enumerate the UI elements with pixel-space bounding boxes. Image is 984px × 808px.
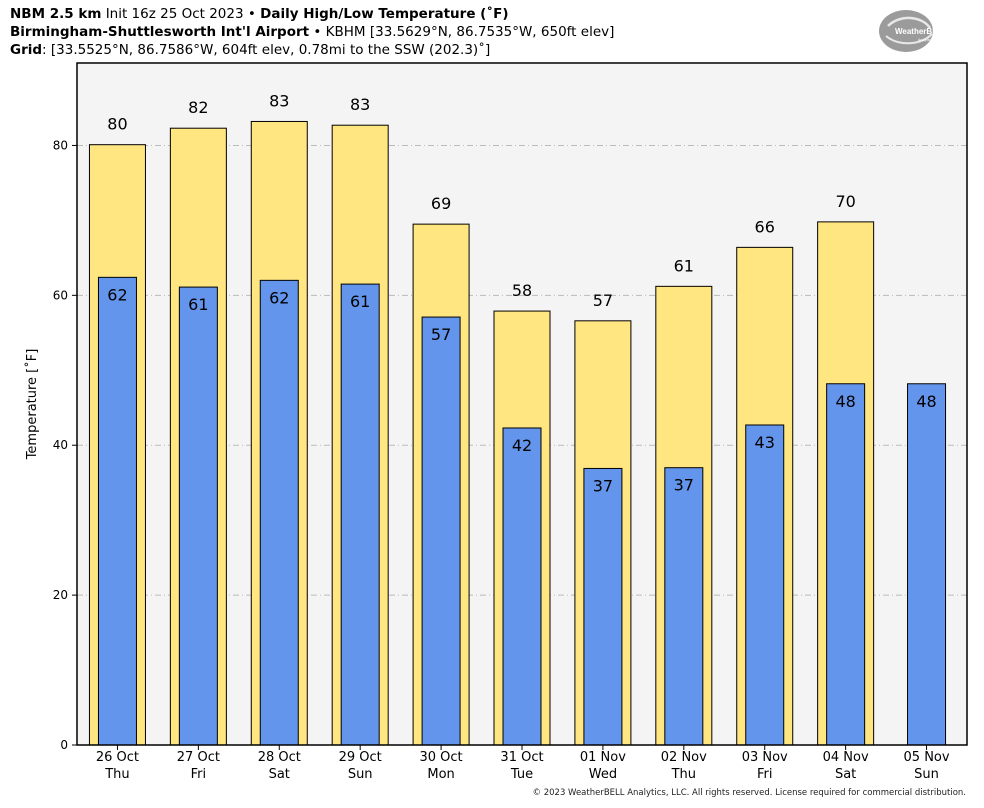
y-tick-label: 40	[53, 438, 68, 452]
high-temp-label: 83	[350, 95, 370, 114]
product-title: Daily High/Low Temperature (˚F)	[260, 6, 509, 22]
high-temp-label: 69	[431, 194, 451, 213]
x-tick-weekday-label: Fri	[191, 767, 207, 782]
x-tick-date-label: 27 Oct	[177, 750, 220, 765]
low-temp-bar	[502, 427, 542, 746]
station-details: KBHM [33.5629°N, 86.7535°W, 650ft elev]	[325, 24, 615, 40]
low-temp-label: 37	[593, 476, 613, 495]
header-line-2: Birmingham-Shuttlesworth Int'l Airport •…	[10, 23, 614, 41]
low-temp-label: 42	[512, 436, 532, 455]
x-tick-date-label: 05 Nov	[904, 750, 950, 765]
plot-frame	[76, 62, 968, 746]
y-tick-label: 0	[60, 738, 68, 752]
x-tick-date-label: 31 Oct	[500, 750, 543, 765]
high-temp-label: 80	[107, 115, 127, 134]
x-tick-weekday-label: Sun	[348, 767, 373, 782]
x-tick-date-label: 03 Nov	[742, 750, 788, 765]
high-temp-label: 57	[593, 291, 613, 310]
high-temp-label: 83	[269, 91, 289, 110]
x-tick-date-label: 28 Oct	[258, 750, 301, 765]
low-temp-bar	[97, 276, 137, 746]
y-tick-label: 60	[53, 288, 68, 302]
y-tick-label: 80	[53, 138, 68, 152]
x-tick-weekday-label: Sat	[269, 767, 290, 782]
station-name: Birmingham-Shuttlesworth Int'l Airport	[10, 24, 310, 40]
x-tick-weekday-label: Tue	[510, 767, 533, 782]
low-temp-bar	[583, 467, 623, 746]
low-temp-bar	[421, 316, 461, 746]
low-temp-label: 57	[431, 325, 451, 344]
low-temp-bar	[340, 283, 380, 746]
y-tick-label: 20	[53, 588, 68, 602]
x-tick-weekday-label: Thu	[104, 767, 129, 782]
copyright-notice: © 2023 WeatherBELL Analytics, LLC. All r…	[532, 788, 966, 798]
high-temp-label: 58	[512, 281, 532, 300]
separator: •	[243, 6, 261, 22]
low-temp-bar	[907, 383, 947, 746]
x-tick-weekday-label: Thu	[671, 767, 696, 782]
x-tick-date-label: 30 Oct	[420, 750, 463, 765]
low-temp-label: 61	[350, 292, 370, 311]
header-line-1: NBM 2.5 km Init 16z 25 Oct 2023 • Daily …	[10, 5, 509, 23]
low-temp-label: 43	[755, 433, 775, 452]
x-tick-date-label: 02 Nov	[661, 750, 707, 765]
x-tick-date-label: 26 Oct	[96, 750, 139, 765]
model-name: NBM 2.5 km	[10, 6, 102, 22]
low-temp-bar	[664, 467, 704, 746]
low-temp-label: 37	[674, 476, 694, 495]
low-temp-bar	[259, 279, 299, 746]
low-temp-label: 61	[188, 295, 208, 314]
weatherbell-logo: WeatherBELL Analytics LLC	[879, 10, 940, 52]
x-tick-date-label: 01 Nov	[580, 750, 626, 765]
high-temp-label: 70	[835, 192, 855, 211]
high-temp-label: 66	[755, 217, 775, 236]
init-time: Init 16z 25 Oct 2023	[105, 6, 244, 22]
x-tick-date-label: 29 Oct	[339, 750, 382, 765]
low-temp-bar	[745, 424, 785, 746]
low-temp-bar	[826, 383, 866, 746]
x-tick-weekday-label: Sat	[835, 767, 856, 782]
header-line-3: Grid: [33.5525°N, 86.7586°W, 604ft elev,…	[10, 41, 490, 59]
x-tick-weekday-label: Mon	[427, 767, 454, 782]
x-tick-weekday-label: Sun	[914, 767, 939, 782]
low-temp-label: 48	[835, 392, 855, 411]
low-temp-label: 62	[107, 285, 127, 304]
x-tick-weekday-label: Fri	[757, 767, 773, 782]
logo-subtext: Analytics LLC	[918, 38, 940, 42]
x-tick-weekday-label: Wed	[589, 767, 617, 782]
x-tick-date-label: 04 Nov	[823, 750, 869, 765]
y-axis-label: Temperature [˚F]	[24, 349, 40, 461]
grid-label: Grid	[10, 42, 43, 58]
low-temp-label: 62	[269, 288, 289, 307]
low-temp-label: 48	[916, 392, 936, 411]
grid-details: : [33.5525°N, 86.7586°W, 604ft elev, 0.7…	[42, 42, 491, 58]
logo-text: WeatherBELL	[895, 27, 940, 36]
separator: •	[309, 24, 326, 40]
high-temp-label: 82	[188, 98, 208, 117]
high-temp-label: 61	[674, 256, 694, 275]
low-temp-bar	[178, 286, 218, 746]
